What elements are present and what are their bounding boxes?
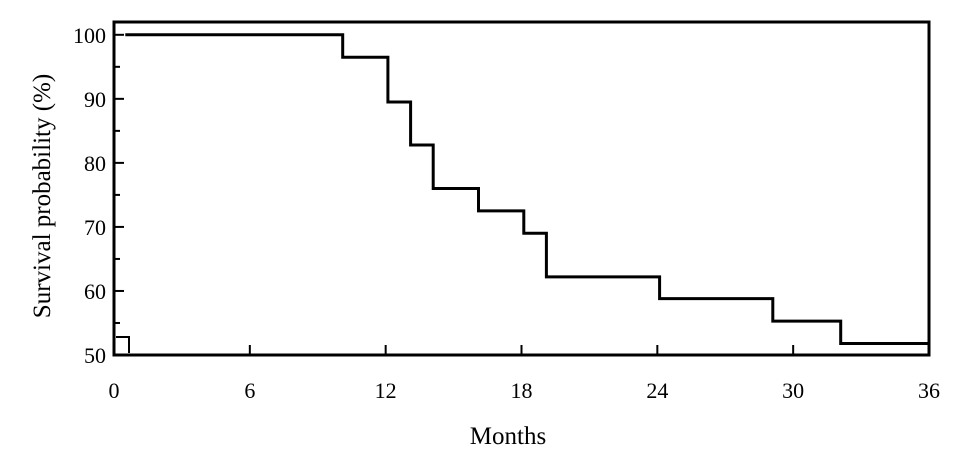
y-tick-label-70: 70 — [84, 215, 106, 240]
origin-marker — [116, 336, 130, 353]
x-tick-label-6: 6 — [244, 378, 255, 403]
y-tick-label-90: 90 — [84, 87, 106, 112]
y-tick-label-50: 50 — [84, 343, 106, 368]
y-tick-label-100: 100 — [73, 23, 106, 48]
y-tick-label-80: 80 — [84, 151, 106, 176]
x-axis-title: Months — [470, 423, 546, 450]
survival-step-line — [125, 33, 929, 345]
y-tick-label-60: 60 — [84, 279, 106, 304]
x-tick-label-24: 24 — [646, 378, 668, 403]
tick-labels: 0 6 12 18 24 30 36 50 60 70 80 90 100 — [73, 23, 940, 403]
axis-ticks — [113, 33, 930, 356]
y-axis-title: Survival probability (%) — [29, 74, 56, 318]
x-tick-label-12: 12 — [375, 378, 397, 403]
x-tick-label-36: 36 — [918, 378, 940, 403]
x-tick-label-30: 30 — [782, 378, 804, 403]
x-tick-label-18: 18 — [511, 378, 533, 403]
x-tick-label-0: 0 — [109, 378, 120, 403]
plot-frame — [112, 20, 931, 357]
